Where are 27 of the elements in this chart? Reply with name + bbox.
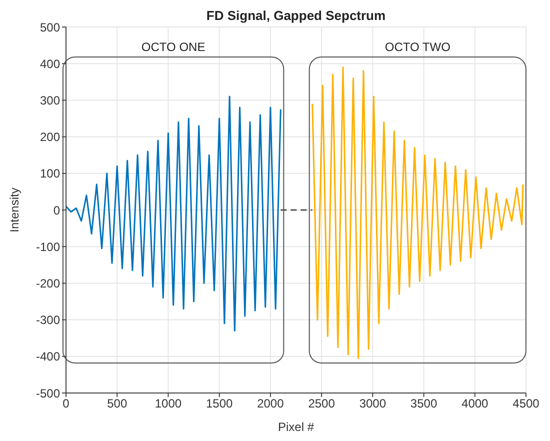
x-tick-label: 1000 (154, 396, 182, 411)
y-tick-label: 400 (40, 56, 60, 71)
y-tick-label: 200 (40, 130, 60, 144)
y-tick-label: 100 (40, 166, 60, 181)
y-tick-label: -500 (36, 386, 60, 400)
y-tick-label: -400 (36, 350, 60, 364)
x-tick-label: 1500 (206, 396, 234, 411)
y-tick-label: 300 (40, 93, 60, 108)
line-series (66, 96, 282, 332)
y-tick-label: -200 (36, 276, 60, 290)
x-tick-label: 4000 (462, 396, 489, 411)
y-tick-label: -300 (36, 313, 60, 328)
x-tick-label: 500 (107, 396, 128, 411)
y-axis-title: Intensity (7, 188, 22, 232)
x-tick-label: 2000 (257, 396, 284, 411)
x-axis-title: Pixel # (278, 420, 314, 434)
annotation: OCTO TWO (384, 40, 450, 54)
y-tick-label: 0 (53, 203, 60, 218)
y-tick-label: 500 (40, 20, 60, 34)
y-tick-label: -100 (36, 240, 60, 254)
annotation: OCTO ONE (141, 40, 206, 54)
x-tick-label: 4500 (512, 396, 540, 411)
x-tick-label: 3500 (410, 396, 438, 411)
x-tick-label: 0 (62, 396, 70, 411)
x-tick-label: 2500 (308, 396, 336, 411)
chart-title: FD Signal, Gapped Sepctrum (205, 8, 387, 23)
x-tick-label: 3000 (359, 396, 386, 411)
